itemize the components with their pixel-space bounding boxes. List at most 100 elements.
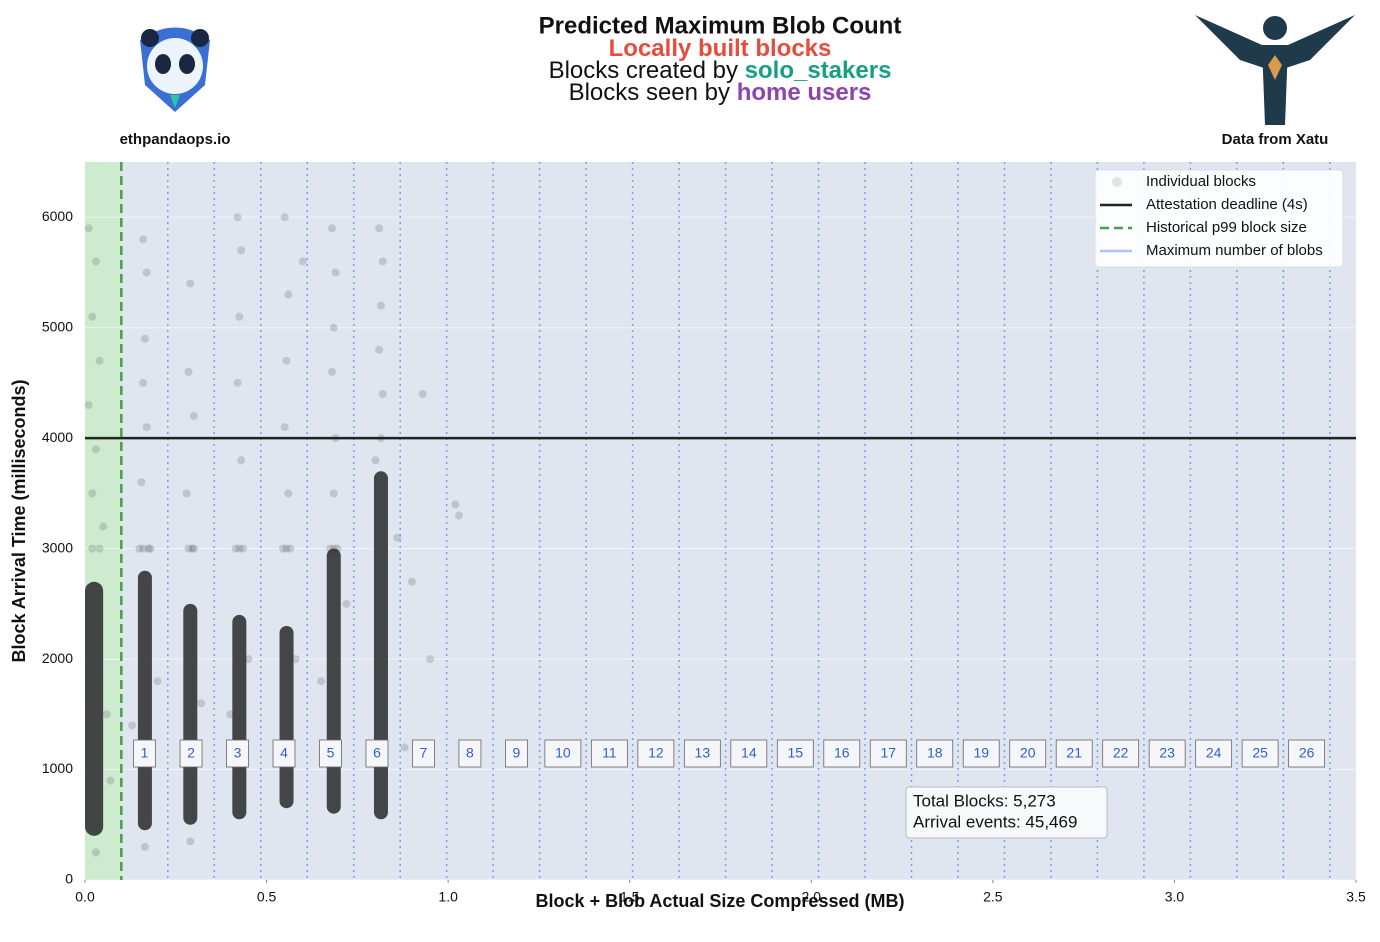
subtitle-part: Blocks seen by: [569, 79, 737, 106]
block-point: [88, 489, 97, 498]
block-point: [371, 456, 380, 465]
blob-label: 9: [513, 745, 521, 761]
blob-label: 22: [1113, 745, 1129, 761]
subtitle-line: Blocks seen by home users: [569, 79, 872, 106]
block-point: [393, 533, 402, 542]
block-point: [425, 655, 434, 664]
block-point: [153, 677, 162, 686]
x-axis-label: Block + Blob Actual Size Compressed (MB): [536, 891, 905, 911]
subtitle-part: Locally built blocks: [609, 35, 832, 62]
block-point: [142, 268, 151, 277]
xatu-logo: [1195, 15, 1355, 125]
blob-label: 6: [373, 745, 381, 761]
x-tick-label: 0.5: [257, 889, 277, 905]
blob-label-box: [1241, 739, 1279, 768]
y-tick-label: 6000: [42, 208, 73, 224]
x-tick-label: 1.0: [438, 889, 458, 905]
block-point: [235, 544, 244, 553]
block-point: [282, 356, 291, 365]
block-point: [140, 842, 149, 851]
blob-label: 24: [1206, 745, 1222, 761]
blob-label: 14: [741, 745, 757, 761]
blob-label-box: [544, 739, 582, 768]
block-point: [329, 323, 338, 332]
blob-label: 3: [234, 745, 242, 761]
block-point: [91, 445, 100, 454]
block-point: [95, 356, 104, 365]
block-point: [139, 544, 148, 553]
block-point: [327, 367, 336, 376]
blob-label-box: [776, 739, 814, 768]
block-point: [99, 522, 108, 531]
block-point: [233, 378, 242, 387]
block-point: [139, 235, 148, 244]
block-point: [142, 423, 151, 432]
x-tick-label: 3.5: [1346, 889, 1366, 905]
block-point: [137, 478, 146, 487]
block-point: [186, 279, 195, 288]
blob-label-box: [412, 739, 435, 768]
density-core: [183, 603, 198, 825]
blob-label-box: [133, 739, 156, 768]
subtitle-line: Blocks created by solo_stakers: [549, 57, 892, 84]
block-point: [326, 544, 335, 553]
blob-label-box: [590, 739, 628, 768]
blob-label: 10: [555, 745, 571, 761]
blob-label-box: [1102, 739, 1140, 768]
block-point: [317, 677, 326, 686]
block-point: [333, 544, 342, 553]
stats-box: [905, 786, 1108, 839]
block-point: [455, 511, 464, 520]
block-point: [278, 544, 287, 553]
block-point: [88, 544, 97, 553]
block-point: [407, 577, 416, 586]
right-logo-caption: Data from Xatu: [1222, 131, 1329, 148]
blob-label: 19: [973, 745, 989, 761]
block-point: [329, 489, 338, 498]
blob-label-box: [637, 739, 675, 768]
legend-label: Attestation deadline (4s): [1146, 196, 1308, 213]
blob-label: 18: [927, 745, 943, 761]
blob-label: 8: [466, 745, 474, 761]
block-point: [376, 301, 385, 310]
subtitle-part: Blocks created by: [549, 57, 745, 84]
blob-label-box: [1055, 739, 1093, 768]
block-point: [91, 848, 100, 857]
block-point: [128, 721, 137, 730]
panda-logo: [140, 27, 210, 112]
density-core: [232, 614, 247, 820]
block-point: [197, 699, 206, 708]
stats-line: Arrival events: 45,469: [913, 812, 1077, 831]
blob-label: 13: [695, 745, 711, 761]
block-point: [378, 257, 387, 266]
blob-label: 15: [788, 745, 804, 761]
block-point: [231, 544, 240, 553]
stats-line: Total Blocks: 5,273: [913, 791, 1056, 810]
block-point: [400, 743, 409, 752]
block-point: [238, 544, 247, 553]
block-point: [378, 389, 387, 398]
block-point: [182, 489, 191, 498]
legend-marker: [1112, 177, 1122, 187]
legend-label: Historical p99 block size: [1146, 219, 1307, 236]
x-tick-label: 3.0: [1165, 889, 1185, 905]
blob-label-box: [683, 739, 721, 768]
plot-area: [85, 162, 1356, 880]
block-point: [233, 213, 242, 222]
block-point: [291, 655, 300, 664]
block-point: [280, 213, 289, 222]
blob-label-box: [365, 739, 389, 768]
blob-label-box: [1009, 739, 1047, 768]
block-point: [418, 389, 427, 398]
block-point: [237, 456, 246, 465]
block-point: [140, 334, 149, 343]
density-core: [137, 570, 152, 831]
y-axis-label: Block Arrival Time (milliseconds): [9, 379, 29, 662]
blob-label-box: [1288, 739, 1326, 768]
block-point: [184, 544, 193, 553]
y-tick-label: 5000: [42, 318, 73, 334]
blob-label-box: [869, 739, 907, 768]
block-point: [342, 599, 351, 608]
block-point: [235, 312, 244, 321]
